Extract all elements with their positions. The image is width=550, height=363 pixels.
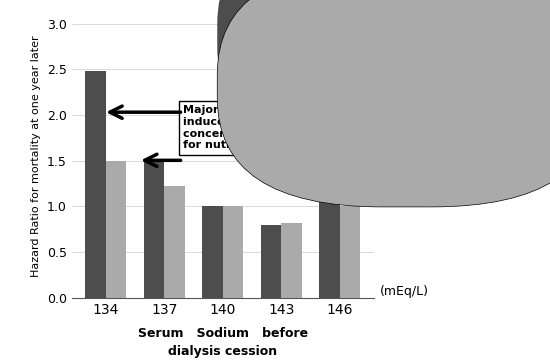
Text: Serum   Sodium   before: Serum Sodium before xyxy=(138,327,308,340)
Text: Adjustment of factors: Adjustment of factors xyxy=(443,73,550,83)
Text: related with  dialysis: related with dialysis xyxy=(443,38,550,48)
Text: related with  nutrition: related with nutrition xyxy=(443,89,550,99)
Bar xyxy=(320,199,340,298)
Text: (mEq/L): (mEq/L) xyxy=(379,285,428,298)
Text: Adjustment of factors: Adjustment of factors xyxy=(443,22,550,32)
Bar xyxy=(340,206,360,298)
Bar xyxy=(164,186,185,298)
Bar xyxy=(85,71,106,298)
Text: Major part of worse prognosis
induced  by  low  sodium
concentration was account: Major part of worse prognosis induced by… xyxy=(184,105,372,150)
Bar xyxy=(223,206,243,298)
Bar xyxy=(261,225,281,298)
Y-axis label: Hazard Ratio for mortality at one year later: Hazard Ratio for mortality at one year l… xyxy=(31,35,41,277)
Bar xyxy=(106,161,126,298)
Bar xyxy=(202,206,223,298)
Text: dialysis cession: dialysis cession xyxy=(168,345,277,358)
Bar xyxy=(144,159,164,298)
Bar xyxy=(281,223,302,298)
